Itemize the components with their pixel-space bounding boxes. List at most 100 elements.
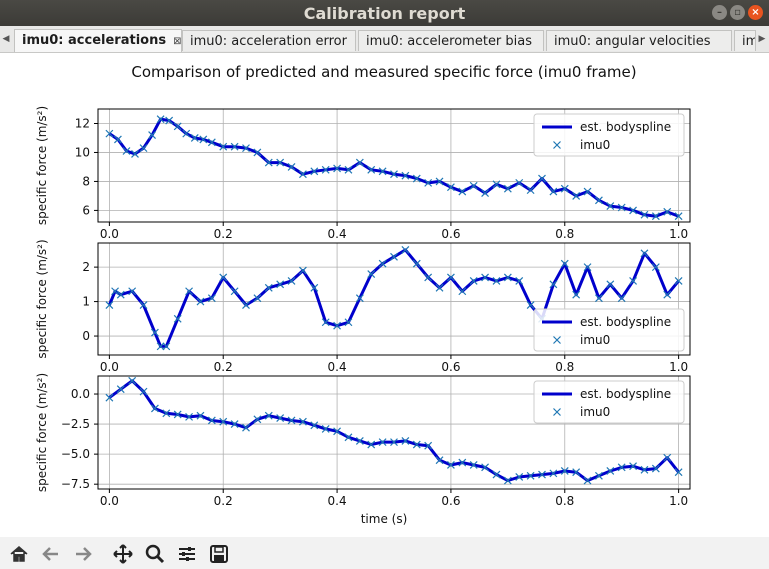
data-point-imu0 [173, 410, 182, 419]
home-icon[interactable] [8, 543, 30, 565]
data-point-imu0 [617, 294, 626, 303]
data-point-imu0 [606, 280, 615, 289]
tab-acceleration-error[interactable]: imu0: acceleration error [182, 30, 356, 51]
data-point-imu0 [458, 458, 467, 467]
plot-canvas[interactable]: Comparison of predicted and measured spe… [0, 53, 769, 537]
data-point-imu0 [150, 404, 159, 413]
data-point-imu0 [572, 290, 581, 299]
back-arrow-icon[interactable] [40, 543, 62, 565]
tab-bar: ◀ imu0: accelerations ⊠ imu0: acceleratio… [0, 26, 769, 53]
data-point-imu0 [549, 280, 558, 289]
data-point-imu0 [150, 328, 159, 337]
data-point-imu0 [594, 294, 603, 303]
data-point-imu0 [560, 259, 569, 268]
data-point-imu0 [538, 470, 546, 479]
data-point-imu0 [219, 273, 228, 282]
x-tick-label: 0.8 [555, 494, 574, 508]
data-point-imu0 [390, 252, 398, 261]
tab-imu-truncated[interactable]: imu [734, 30, 756, 51]
data-point-imu0 [111, 287, 120, 296]
minimize-button[interactable]: – [712, 5, 727, 20]
x-tick-label: 0.4 [328, 360, 347, 374]
data-point-imu0 [481, 189, 490, 197]
data-point-imu0 [378, 259, 387, 268]
data-point-imu0 [446, 273, 455, 282]
maximize-button[interactable]: ▫ [730, 5, 745, 20]
legend-label: est. bodyspline [580, 315, 671, 329]
data-point-imu0 [287, 163, 296, 171]
data-point-imu0 [492, 276, 501, 285]
data-point-imu0 [276, 414, 285, 422]
data-point-imu0 [116, 290, 125, 299]
data-point-imu0 [185, 412, 194, 421]
tab-scroll-right-icon[interactable]: ▶ [758, 34, 766, 44]
data-point-imu0 [378, 438, 387, 447]
data-point-imu0 [173, 122, 182, 131]
zoom-icon[interactable] [144, 543, 166, 565]
data-point-imu0 [629, 276, 638, 285]
data-point-imu0 [492, 470, 501, 479]
subplot-z-acceleration: 0.0 0.2 0.4 0.6 0.8 1.0 0.0 −2.5 −5.0 −7.5 specifi… [35, 373, 691, 508]
data-point-imu0 [481, 273, 490, 282]
data-point-imu0 [583, 476, 592, 485]
data-point-imu0 [412, 174, 421, 183]
data-point-imu0 [435, 177, 444, 186]
subplot-x-acceleration: 0.0 0.2 0.4 0.6 0.8 1.0 6 8 10 12 specific force (… [35, 106, 691, 241]
y-tick-label: −2.5 [61, 417, 90, 431]
data-point-imu0 [424, 441, 433, 450]
chart-figure: Comparison of predicted and measured spe… [35, 63, 691, 526]
data-point-imu0 [287, 416, 296, 425]
y-axis-label: specific force (m/s²) [35, 106, 49, 225]
data-point-imu0 [503, 273, 512, 282]
data-point-imu0 [663, 290, 672, 299]
close-window-button[interactable]: × [748, 5, 763, 20]
data-point-imu0 [333, 427, 342, 436]
data-point-imu0 [606, 467, 615, 475]
configure-subplots-icon[interactable] [176, 543, 198, 565]
x-tick-label: 0.0 [100, 360, 119, 374]
data-point-imu0 [298, 417, 307, 426]
tab-scroll-left-icon[interactable]: ◀ [2, 34, 10, 44]
data-point-imu0 [651, 212, 660, 221]
data-point-imu0 [526, 186, 535, 195]
data-point-imu0 [515, 178, 524, 187]
y-tick-label: 0.0 [71, 387, 90, 401]
data-point-imu0 [310, 167, 319, 176]
legend-box [533, 308, 685, 352]
data-point-imu0 [321, 424, 330, 433]
data-point-imu0 [515, 276, 524, 285]
data-point-imu0 [458, 287, 467, 296]
x-tick-label: 0.4 [328, 494, 347, 508]
data-point-imu0 [640, 249, 649, 258]
x-axis-label: time (s) [361, 512, 408, 526]
tab-accelerometer-bias[interactable]: imu0: accelerometer bias [358, 30, 544, 51]
save-icon[interactable] [208, 543, 230, 565]
data-point-imu0 [640, 210, 649, 219]
data-point-imu0 [594, 196, 603, 205]
tab-angular-velocities[interactable]: imu0: angular velocities [546, 30, 732, 51]
data-point-imu0 [298, 266, 307, 275]
pan-icon[interactable] [112, 543, 134, 565]
tab-close-icon[interactable]: ⊠ [173, 36, 182, 47]
legend-label: imu0 [580, 138, 610, 152]
data-point-imu0 [583, 187, 592, 196]
data-point-imu0 [629, 462, 638, 471]
axes-frame [97, 108, 691, 223]
data-point-imu0 [321, 318, 330, 327]
data-point-imu0 [287, 276, 296, 285]
data-point-imu0 [367, 270, 376, 278]
subplot-y-acceleration: 0.0 0.2 0.4 0.6 0.8 1.0 0 1 2 specific force (m/s… [35, 239, 691, 374]
data-point-imu0 [629, 206, 638, 215]
data-point-imu0 [412, 259, 421, 268]
data-point-imu0 [242, 144, 250, 153]
data-point-imu0 [446, 183, 455, 192]
data-point-imu0 [538, 174, 546, 183]
data-point-imu0 [355, 294, 364, 303]
data-point-imu0 [435, 283, 444, 292]
legend: est. bodyspline imu0 [533, 308, 685, 352]
data-point-imu0 [333, 164, 342, 173]
legend-marker-swatch [553, 141, 561, 149]
forward-arrow-icon[interactable] [72, 543, 94, 565]
tab-accelerations[interactable]: imu0: accelerations ⊠ [14, 29, 182, 52]
data-point-imu0 [640, 465, 649, 474]
